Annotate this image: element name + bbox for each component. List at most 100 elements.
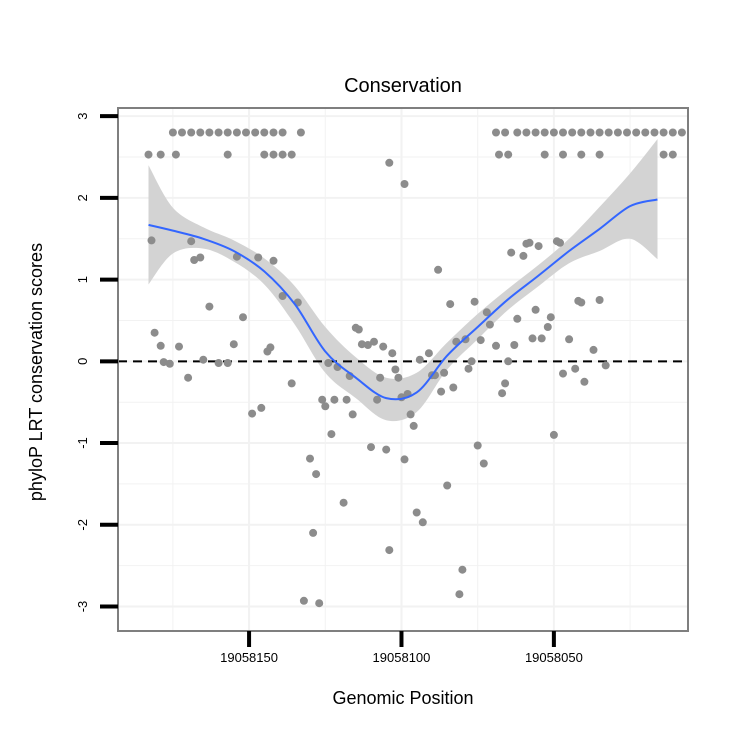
data-point: [278, 128, 287, 137]
data-point: [287, 379, 296, 388]
data-point: [580, 377, 589, 386]
data-point: [549, 128, 558, 137]
data-point: [559, 150, 567, 159]
data-point: [260, 128, 269, 137]
data-point: [309, 528, 318, 537]
data-point: [321, 402, 330, 411]
data-point: [385, 546, 394, 555]
y-axis: -3 -2 -1 0 1 2 3: [75, 113, 118, 613]
data-point: [254, 253, 263, 262]
data-point: [367, 443, 375, 452]
data-point: [318, 395, 327, 404]
data-point: [613, 128, 622, 137]
data-point: [513, 314, 522, 323]
data-point: [528, 334, 537, 343]
data-point: [434, 265, 443, 274]
data-point: [659, 128, 668, 137]
data-point: [260, 150, 269, 159]
data-point: [641, 128, 650, 137]
data-point: [196, 253, 205, 262]
data-point: [418, 518, 427, 527]
data-point: [443, 481, 452, 490]
y-axis-title: phyloP LRT conservation scores: [26, 243, 46, 501]
data-point: [196, 128, 205, 137]
data-point: [156, 150, 165, 159]
data-point: [159, 358, 168, 367]
data-point: [467, 357, 476, 366]
data-point: [601, 361, 610, 370]
data-point: [214, 128, 223, 137]
data-point: [150, 328, 159, 337]
data-point: [205, 128, 214, 137]
data-point: [409, 421, 418, 430]
data-point: [507, 248, 516, 257]
data-point: [242, 128, 250, 137]
data-point: [623, 128, 631, 137]
data-point: [278, 292, 287, 300]
data-point: [223, 150, 232, 159]
data-point: [537, 334, 546, 343]
data-point: [178, 128, 186, 137]
data-point: [391, 365, 400, 374]
x-tick-label: 19058050: [525, 650, 583, 665]
data-point: [632, 128, 641, 137]
data-point: [525, 238, 534, 247]
data-point: [205, 302, 214, 311]
data-point: [498, 389, 507, 398]
x-tick-label: 19058150: [220, 650, 278, 665]
data-point: [504, 150, 513, 159]
y-tick-label: 0: [75, 358, 90, 365]
data-point: [449, 383, 458, 392]
data-point: [412, 508, 421, 517]
y-tick-label: -1: [75, 437, 90, 449]
data-point: [534, 242, 543, 251]
data-point: [278, 150, 287, 159]
data-point: [239, 313, 247, 322]
y-tick-label: -3: [75, 601, 90, 613]
data-point: [175, 342, 183, 351]
data-point: [379, 342, 388, 351]
data-point: [248, 409, 257, 418]
data-point: [677, 128, 686, 137]
data-point: [546, 313, 555, 322]
data-point: [165, 359, 174, 368]
data-point: [269, 150, 278, 159]
data-point: [357, 340, 366, 349]
data-point: [373, 395, 382, 404]
data-point: [458, 565, 467, 574]
x-axis: 19058150 19058100 19058050: [220, 631, 583, 665]
data-point: [440, 368, 449, 377]
data-point: [257, 403, 266, 412]
data-point: [470, 297, 479, 306]
data-point: [559, 128, 567, 137]
data-point: [147, 236, 156, 245]
data-point: [577, 128, 586, 137]
data-point: [473, 441, 482, 450]
data-point: [549, 430, 558, 439]
data-point: [595, 296, 604, 304]
data-point: [388, 349, 397, 358]
plot-panel: [117, 107, 689, 632]
data-point: [522, 128, 531, 137]
data-point: [476, 336, 485, 345]
data-point: [363, 341, 372, 349]
data-point: [495, 150, 503, 159]
data-point: [531, 128, 540, 137]
data-point: [400, 455, 409, 464]
data-point: [519, 251, 528, 260]
data-point: [315, 599, 324, 608]
data-point: [568, 128, 577, 137]
data-point: [394, 373, 403, 382]
y-tick-label: -2: [75, 519, 90, 531]
data-point: [501, 128, 510, 137]
chart-title: Conservation: [344, 75, 462, 97]
data-point: [327, 430, 336, 439]
x-tick-label: 19058100: [373, 650, 431, 665]
data-point: [415, 355, 424, 364]
data-point: [296, 128, 305, 137]
data-point: [348, 410, 357, 419]
data-point: [540, 128, 549, 137]
data-point: [586, 128, 595, 137]
data-point: [650, 128, 659, 137]
